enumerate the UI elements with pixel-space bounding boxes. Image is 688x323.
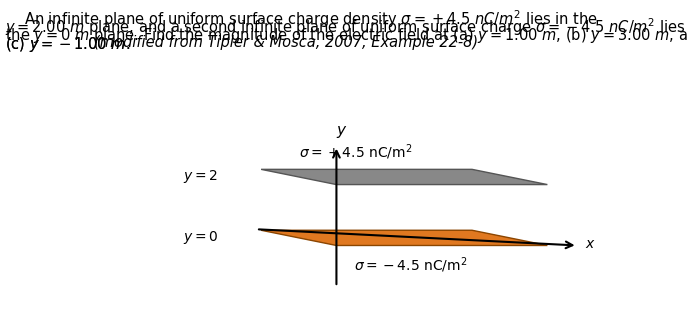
Text: $\sigma = +4.5$ nC/m$^2$: $\sigma = +4.5$ nC/m$^2$ [299,143,413,162]
Polygon shape [261,169,548,184]
Text: the $y = 0\ m$ plane. Find the magnitude of the electric field at (a) $y = 1.00\: the $y = 0\ m$ plane. Find the magnitude… [5,26,688,45]
Text: (c) $y = -1.00\ m$.: (c) $y = -1.00\ m$. [5,35,131,54]
Text: $\sigma = -4.5$ nC/m$^2$: $\sigma = -4.5$ nC/m$^2$ [354,255,467,275]
Text: $y = 2.00\ m$ plane, and a second infinite plane of uniform surface charge $\sig: $y = 2.00\ m$ plane, and a second infini… [5,17,688,38]
Polygon shape [261,230,548,245]
Text: $y = 2$: $y = 2$ [184,169,218,185]
Text: (c) $y = -1.00\ m$.: (c) $y = -1.00\ m$. [5,35,131,54]
Text: An infinite plane of uniform surface charge density $\sigma = +4.5\ nC/m^2$ lies: An infinite plane of uniform surface cha… [24,8,598,30]
Text: $x$: $x$ [585,237,596,251]
Text: $y$: $y$ [336,124,347,140]
Text: $y = 0$: $y = 0$ [183,229,218,246]
Text: (modified from Tipler & Mosca, 2007, Example 22-8): (modified from Tipler & Mosca, 2007, Exa… [94,35,478,50]
